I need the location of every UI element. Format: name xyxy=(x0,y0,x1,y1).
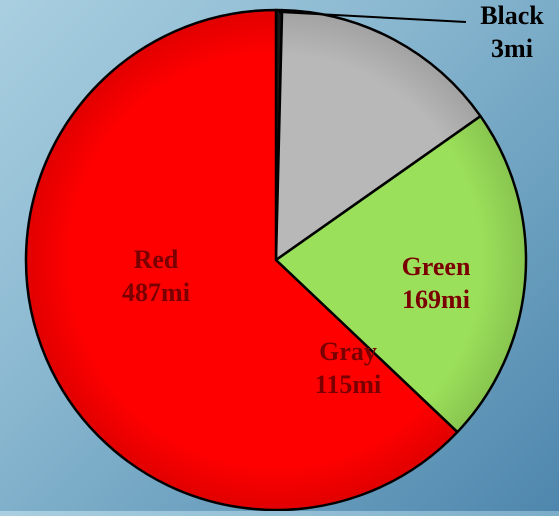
slice-label-green: Green 169mi xyxy=(402,252,471,314)
pie-labels: Black 3mi Gray 115mi Green 169mi Red 487mi xyxy=(122,1,544,399)
slice-label-black: Black 3mi xyxy=(480,1,544,63)
leader-line-black xyxy=(278,11,467,23)
slice-label-red: Red 487mi xyxy=(122,245,190,307)
slice-label-gray: Gray 115mi xyxy=(315,337,381,399)
